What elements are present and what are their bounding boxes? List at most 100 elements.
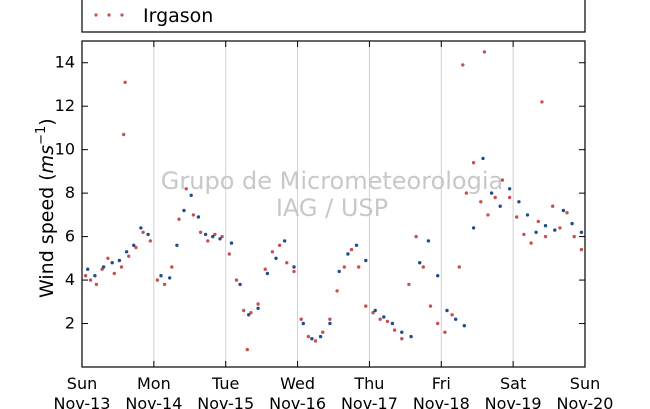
x-tick-label-day: Sat <box>500 374 526 393</box>
data-point <box>529 241 533 245</box>
data-point <box>274 256 278 260</box>
data-point <box>337 269 341 274</box>
data-point <box>414 234 418 239</box>
y-tick-label: 14 <box>55 53 75 72</box>
data-point <box>364 258 368 263</box>
data-point <box>162 282 167 287</box>
data-point <box>579 247 584 252</box>
data-point <box>282 239 287 243</box>
x-tick-label-date: Nov-20 <box>557 394 614 409</box>
series-irgason <box>83 50 584 352</box>
data-point <box>364 304 368 308</box>
data-point <box>561 208 566 213</box>
data-point <box>525 213 530 217</box>
data-point <box>354 243 359 247</box>
y-axis-label-exponent: −1 <box>34 126 49 145</box>
data-point <box>373 308 377 313</box>
data-point <box>124 250 129 254</box>
data-point <box>342 265 346 269</box>
data-point <box>328 321 332 326</box>
data-point <box>123 80 127 85</box>
x-tick-label-date: Nov-13 <box>54 394 111 409</box>
data-point <box>83 274 88 278</box>
data-point <box>489 191 494 195</box>
data-point <box>86 267 90 271</box>
x-tick-label-day: Thu <box>353 374 384 393</box>
data-point <box>522 232 526 237</box>
data-point <box>536 219 540 224</box>
data-point <box>227 252 231 256</box>
x-tick-label-date: Nov-19 <box>485 394 542 409</box>
data-point <box>551 204 555 208</box>
data-point <box>285 261 289 265</box>
data-point <box>407 282 411 287</box>
data-point <box>421 265 425 269</box>
data-point <box>390 321 395 326</box>
data-point <box>141 230 145 234</box>
data-point <box>110 261 114 265</box>
data-point <box>263 267 267 271</box>
y-tick-label: 2 <box>65 314 75 333</box>
data-point <box>426 239 431 243</box>
data-point <box>119 265 124 269</box>
data-point <box>148 239 152 243</box>
data-point <box>482 50 487 54</box>
data-point <box>534 230 538 234</box>
data-point <box>540 100 544 104</box>
data-point <box>256 306 260 310</box>
data-point <box>318 334 323 339</box>
data-point <box>543 234 548 239</box>
data-point <box>198 230 203 234</box>
data-point <box>112 271 117 276</box>
data-point <box>436 321 440 326</box>
x-tick-label-day: Sun <box>570 374 600 393</box>
data-point <box>292 269 296 274</box>
data-point <box>134 245 138 250</box>
data-point <box>464 191 469 195</box>
data-point <box>184 187 188 191</box>
data-point <box>132 243 136 247</box>
y-tick-label: 6 <box>65 227 75 246</box>
x-tick-label-date: Nov-15 <box>197 394 254 409</box>
data-point <box>277 243 282 247</box>
data-point <box>428 304 433 308</box>
data-point <box>357 265 361 269</box>
data-point <box>462 324 466 328</box>
y-axis-label: Wind speed (ms−1) <box>34 118 58 298</box>
data-point <box>400 330 404 334</box>
data-point <box>454 317 458 321</box>
y-tick-label: 8 <box>65 183 75 202</box>
data-points <box>83 50 584 352</box>
data-point <box>170 265 174 269</box>
data-point <box>211 234 215 239</box>
data-point <box>471 161 476 165</box>
x-tick-label-day: Tue <box>211 374 239 393</box>
data-point <box>321 330 325 334</box>
data-point <box>245 347 249 352</box>
data-point <box>498 204 502 208</box>
x-tick-label-day: Wed <box>280 374 315 393</box>
y-tick-label: 12 <box>55 96 75 115</box>
data-point <box>117 258 122 263</box>
data-point <box>94 282 99 287</box>
data-point <box>175 243 179 247</box>
data-point <box>168 276 172 280</box>
data-point <box>292 265 296 269</box>
data-point <box>182 208 186 213</box>
data-point <box>335 289 339 293</box>
plot-frame <box>81 40 586 368</box>
x-tick-label-day: Fri <box>432 374 451 393</box>
data-point <box>106 256 110 260</box>
data-point <box>310 337 314 341</box>
data-point <box>479 200 483 204</box>
plot-area: Grupo de Micrometeorologia IAG / USP 2 4 6… <box>54 40 614 409</box>
data-point <box>189 193 193 197</box>
data-point <box>159 274 163 278</box>
watermark-line-1: Grupo de Micrometeorologia <box>161 167 503 195</box>
data-point <box>565 211 569 215</box>
x-tick-label-day: Mon <box>137 374 171 393</box>
data-point <box>301 321 305 326</box>
data-point <box>218 237 222 241</box>
data-point <box>543 224 548 228</box>
data-point <box>517 200 521 204</box>
